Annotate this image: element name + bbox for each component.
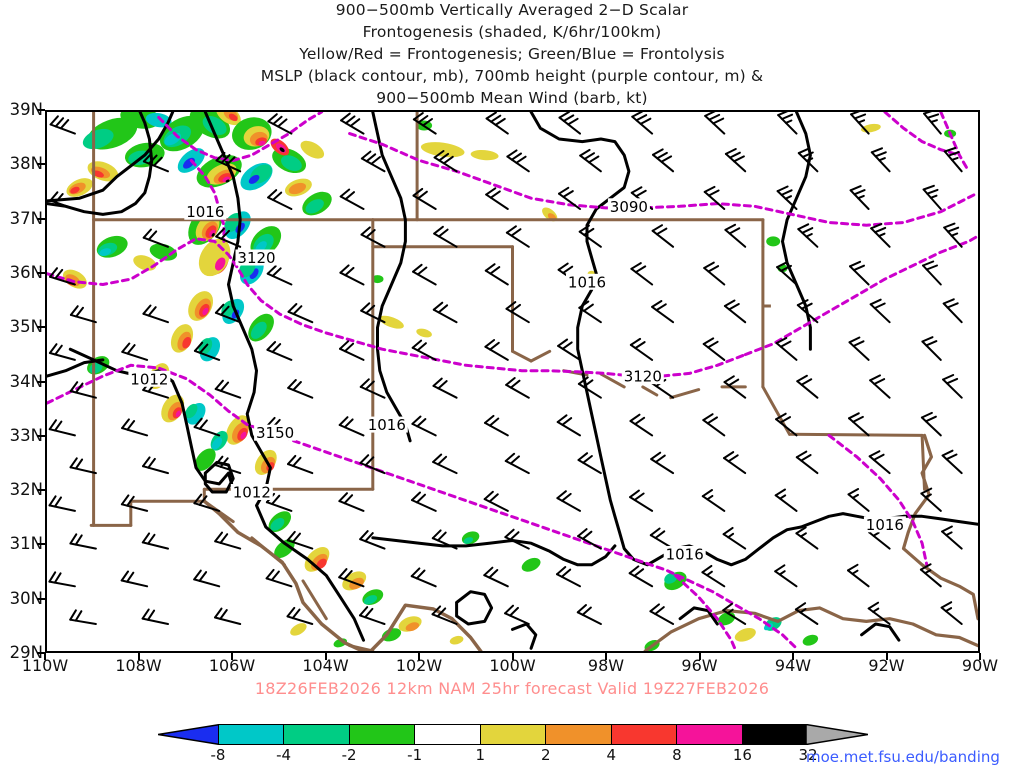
x-axis-tick (324, 653, 327, 660)
y-axis-tick (37, 163, 45, 166)
x-axis-tick-label: 96W (681, 656, 718, 675)
y-axis-labels: 39N 38N 37N 36N 35N 34N 33N 32N 31N 30N 29N (0, 0, 43, 768)
y-axis-tick-label: 37N (9, 208, 43, 228)
y-axis-tick (37, 217, 45, 220)
title-line-5: 900−500mb Mean Wind (barb, kt) (376, 89, 648, 107)
x-axis-tick-label: 106W (208, 656, 256, 675)
contour-labels: 1016 1012 1012 1016 1016 1016 1016 3090 3120 3150… (128, 198, 906, 564)
x-axis-tick-label: 98W (587, 656, 625, 675)
y-axis-tick (37, 597, 45, 600)
colorbar-tick-label: 16 (732, 746, 752, 764)
colorbar-high-arrow (806, 724, 868, 745)
colorbar-segment (741, 724, 808, 745)
colorbar-tick-label: -1 (407, 746, 423, 764)
y-axis-tick-label: 31N (9, 534, 43, 554)
title-line-3: Yellow/Red = Frontogenesis; Green/Blue =… (299, 45, 725, 63)
y-axis-tick-label: 30N (9, 588, 43, 608)
wind-barbs (48, 112, 963, 625)
svg-text:1016: 1016 (666, 546, 704, 564)
y-axis-tick-label: 36N (9, 262, 43, 282)
y-axis-tick-label: 39N (9, 100, 43, 119)
colorbar-tick-label: -4 (276, 746, 292, 764)
x-axis-tick (698, 653, 701, 660)
svg-text:3090: 3090 (610, 198, 648, 216)
x-axis-tick-label: 104W (302, 656, 349, 675)
y-axis-tick (37, 652, 45, 654)
svg-text:1016: 1016 (568, 273, 606, 291)
height-contours-700mb (47, 112, 978, 651)
colorbar-segment (414, 724, 480, 745)
y-axis-tick (37, 489, 45, 492)
frontogenesis-shading (62, 112, 957, 651)
x-axis-tick (605, 653, 607, 660)
x-axis-tick-label: 92W (868, 656, 905, 675)
x-axis-tick-label: 94W (774, 656, 812, 675)
colorbar-tick-label: 2 (540, 746, 551, 764)
x-axis-tick (979, 653, 981, 660)
colorbar: -8 -4 -2 -1 1 2 4 8 16 32 (158, 724, 868, 764)
x-axis-tick (418, 653, 420, 660)
y-axis-tick-label: 38N (9, 154, 43, 174)
colorbar-low-arrow (158, 724, 220, 745)
colorbar-segment (218, 724, 284, 745)
x-axis-tick (511, 653, 514, 660)
colorbar-segment (479, 724, 546, 745)
x-axis-tick (231, 653, 233, 660)
colorbar-segment (545, 724, 611, 745)
mslp-contours (47, 112, 978, 650)
y-axis-tick (37, 434, 45, 437)
colorbar-tick-label: 8 (672, 746, 682, 764)
x-axis-tick (792, 653, 794, 660)
y-axis-tick (37, 380, 45, 383)
forecast-caption: 18Z26FEB2026 12km NAM 25hr forecast Vali… (254, 679, 770, 698)
x-axis-tick-label: 102W (395, 656, 443, 675)
colorbar-tick-label: 4 (606, 746, 617, 764)
y-axis-tick (37, 271, 45, 274)
state-borders (89, 112, 978, 651)
svg-text:1012: 1012 (130, 370, 168, 388)
svg-text:1016: 1016 (866, 516, 904, 534)
svg-text:1012: 1012 (233, 484, 271, 502)
x-axis-tick (44, 653, 46, 660)
map-plot-area: 1016 1012 1012 1016 1016 1016 1016 3090 3120 3150… (45, 110, 980, 653)
title-line-2: Frontogenesis (shaded, K/6hr/100km) (362, 23, 662, 41)
x-axis-tick-label: 90W (961, 656, 999, 675)
title-line-4: MSLP (black contour, mb), 700mb height (… (260, 67, 764, 85)
colorbar-tick-label: -8 (210, 746, 226, 764)
x-axis-tick-label: 108W (115, 656, 162, 675)
y-axis-tick-label: 32N (9, 480, 43, 500)
y-axis-tick (37, 109, 45, 111)
colorbar-segment (610, 724, 677, 745)
y-axis-tick (37, 326, 45, 329)
colorbar-segments (218, 724, 808, 745)
svg-text:1016: 1016 (368, 416, 406, 434)
colorbar-segment (676, 724, 742, 745)
svg-text:3150: 3150 (256, 424, 294, 442)
site-watermark: moe.met.fsu.edu/banding (806, 748, 1000, 766)
colorbar-tick-label: -2 (341, 746, 357, 764)
y-axis-tick-label: 29N (9, 643, 43, 662)
y-axis-tick-label: 33N (9, 425, 43, 445)
title-line-1: 900−500mb Vertically Averaged 2−D Scalar (335, 1, 689, 19)
colorbar-segment (283, 724, 349, 745)
y-axis-tick-label: 35N (9, 317, 43, 337)
svg-text:3120: 3120 (237, 249, 275, 267)
x-axis-tick (885, 653, 888, 660)
x-axis-tick-label: 110W (21, 656, 69, 675)
svg-text:3120: 3120 (624, 368, 662, 386)
y-axis-tick-label: 34N (9, 371, 43, 391)
colorbar-segment (348, 724, 415, 745)
x-axis-tick-label: 100W (489, 656, 536, 675)
x-axis-tick (137, 653, 140, 660)
map-canvas: 1016 1012 1012 1016 1016 1016 1016 3090 3120 3150… (47, 112, 978, 651)
svg-text:1016: 1016 (186, 203, 224, 221)
colorbar-tick-label: 32 (798, 746, 818, 764)
y-axis-tick (37, 543, 45, 546)
colorbar-tick-label: 1 (475, 746, 485, 764)
